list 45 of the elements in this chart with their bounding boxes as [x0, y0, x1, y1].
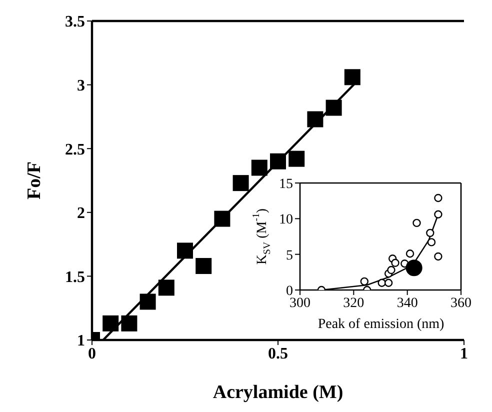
- point: [288, 150, 305, 167]
- y-tick-label: 3.5: [65, 14, 85, 31]
- point: [251, 160, 268, 176]
- point: [434, 194, 442, 202]
- point: [196, 258, 212, 274]
- y-tick-label: 2: [77, 205, 85, 222]
- y-tick-label: 10: [279, 212, 293, 228]
- point: [434, 252, 442, 261]
- point: [384, 278, 393, 287]
- point: [427, 238, 436, 246]
- x-tick-label: 360: [450, 296, 472, 311]
- point: [412, 218, 421, 228]
- x-tick-label: 340: [396, 296, 418, 311]
- point: [391, 258, 400, 267]
- point: [360, 277, 368, 286]
- y-tick-label: 1.5: [65, 268, 85, 286]
- point: [158, 280, 174, 296]
- x-axis-title: Acrylamide (M): [212, 382, 344, 403]
- x-tick-label: 1: [460, 345, 468, 362]
- point: [426, 228, 434, 238]
- x-tick-label: 0.5: [268, 345, 288, 362]
- point: [326, 100, 342, 116]
- point: [406, 260, 422, 276]
- x-tick-label: 0: [88, 345, 96, 362]
- y-tick-label: 1: [77, 332, 85, 350]
- x-axis-title: Peak of emission (nm): [318, 317, 445, 332]
- point: [344, 69, 360, 86]
- point: [406, 250, 414, 258]
- point: [140, 294, 156, 310]
- point: [307, 111, 324, 128]
- point: [102, 315, 119, 332]
- y-tick-label: 3: [77, 77, 85, 94]
- y-axis-title: Fo/F: [24, 162, 44, 200]
- point: [434, 210, 442, 218]
- point: [214, 210, 230, 227]
- point: [121, 315, 138, 332]
- point: [232, 175, 249, 192]
- y-tick-label: 15: [279, 176, 293, 192]
- point: [378, 278, 386, 287]
- point: [177, 242, 193, 259]
- y-tick-label: 2.5: [65, 141, 85, 158]
- y-tick-label: 5: [286, 248, 293, 264]
- point: [387, 266, 396, 274]
- x-tick-label: 320: [343, 296, 364, 311]
- point: [270, 153, 286, 170]
